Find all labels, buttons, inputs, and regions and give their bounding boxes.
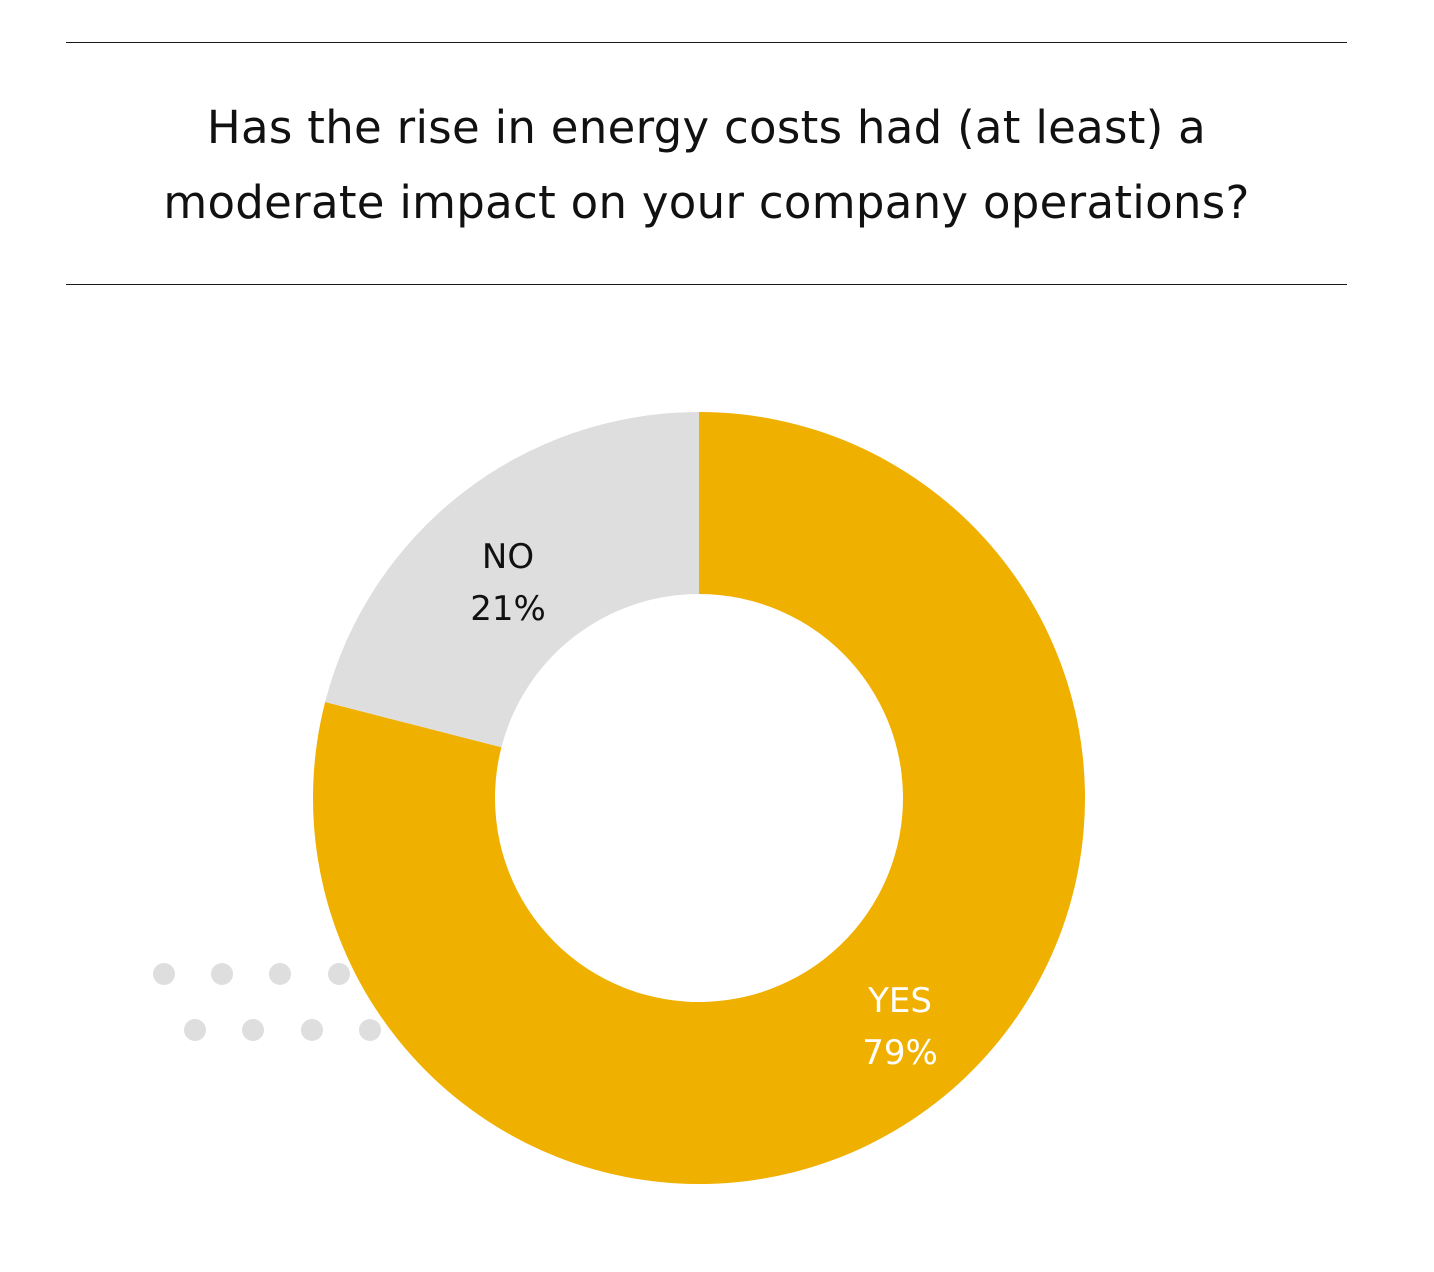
decorative-dot [328,963,350,985]
slice-label-no: NO [482,537,534,577]
donut-slice-yes [313,412,1085,1184]
chart-title: Has the rise in energy costs had (at lea… [66,90,1347,240]
donut-slices [313,412,1085,1184]
chart-title-line-1: Has the rise in energy costs had (at lea… [206,101,1207,154]
slice-value-no: 21% [470,589,546,629]
decorative-dots [153,963,381,1041]
bottom-divider [66,284,1347,285]
slice-label-yes: YES [867,981,932,1021]
decorative-dot [184,1019,206,1041]
decorative-dot [211,963,233,985]
decorative-dot [301,1019,323,1041]
top-divider [66,42,1347,43]
donut-slice-no [325,412,699,748]
decorative-dot [359,1019,381,1041]
decorative-dot [242,1019,264,1041]
chart-title-line-2: moderate impact on your company operatio… [163,176,1250,229]
slice-value-yes: 79% [862,1033,938,1073]
slice-labels: YES 79% NO 21% [470,537,938,1073]
decorative-dot [153,963,175,985]
decorative-dot [269,963,291,985]
